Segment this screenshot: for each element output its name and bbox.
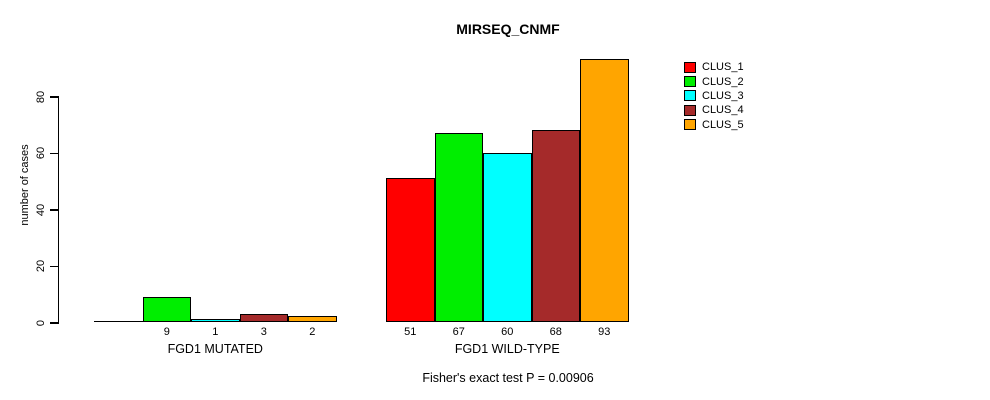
bar-value-label: 9 xyxy=(163,326,170,338)
y-axis-tick-label: 80 xyxy=(35,90,47,103)
bar-value-label: 68 xyxy=(549,326,562,338)
bar-value-label: 2 xyxy=(309,326,316,338)
legend-label: CLUS_1 xyxy=(702,61,744,74)
legend-row: CLUS_3 xyxy=(684,90,744,102)
y-axis-tick xyxy=(49,209,58,211)
legend-label: CLUS_2 xyxy=(702,75,744,88)
bar xyxy=(531,129,580,322)
legend-label: CLUS_3 xyxy=(702,89,744,102)
chart-title: MIRSEQ_CNMF xyxy=(456,21,560,37)
bar xyxy=(386,177,435,322)
y-axis-tick xyxy=(49,152,58,154)
bar-zero-height xyxy=(94,320,143,322)
legend-label: CLUS_5 xyxy=(702,118,744,131)
legend-row: CLUS_5 xyxy=(684,119,744,131)
legend-row: CLUS_4 xyxy=(684,104,744,116)
bar xyxy=(580,59,629,322)
y-axis-tick-label: 40 xyxy=(35,203,47,216)
y-axis-tick xyxy=(49,265,58,267)
bar xyxy=(288,316,337,322)
legend-swatch xyxy=(684,76,696,88)
bar-value-label: 3 xyxy=(260,326,267,338)
legend-row: CLUS_2 xyxy=(684,75,744,88)
y-axis-tick-label: 0 xyxy=(35,319,47,326)
x-axis-group-label: FGD1 MUTATED xyxy=(167,342,263,356)
legend-swatch xyxy=(684,90,696,102)
legend-row: CLUS_1 xyxy=(684,61,744,73)
bar-value-label: 51 xyxy=(404,326,417,338)
x-axis-group-label: FGD1 WILD-TYPE xyxy=(454,342,560,356)
legend-label: CLUS_4 xyxy=(702,104,744,117)
fisher-test-note: Fisher's exact test P = 0.00906 xyxy=(422,371,594,385)
legend-swatch xyxy=(684,104,696,116)
legend: CLUS_1 CLUS_2 CLUS_3 CLUS_4 CLUS_5 xyxy=(684,61,744,131)
y-axis-tick-label: 60 xyxy=(35,146,47,160)
y-axis-tick xyxy=(49,96,58,98)
bar xyxy=(483,152,532,322)
bar xyxy=(239,313,288,322)
bar-value-label: 93 xyxy=(598,326,611,338)
bar xyxy=(434,132,483,322)
bar-value-label: 1 xyxy=(212,326,219,338)
bar-value-label: 67 xyxy=(452,326,465,338)
bar-value-label: 60 xyxy=(501,326,514,338)
bar xyxy=(142,296,191,322)
bar xyxy=(191,319,240,322)
y-axis-tick-label: 20 xyxy=(35,259,47,273)
y-axis-title: number of cases xyxy=(19,144,31,226)
y-axis-tick xyxy=(49,322,58,324)
legend-swatch xyxy=(684,61,696,73)
legend-swatch xyxy=(684,119,696,131)
y-axis-line xyxy=(57,96,59,324)
